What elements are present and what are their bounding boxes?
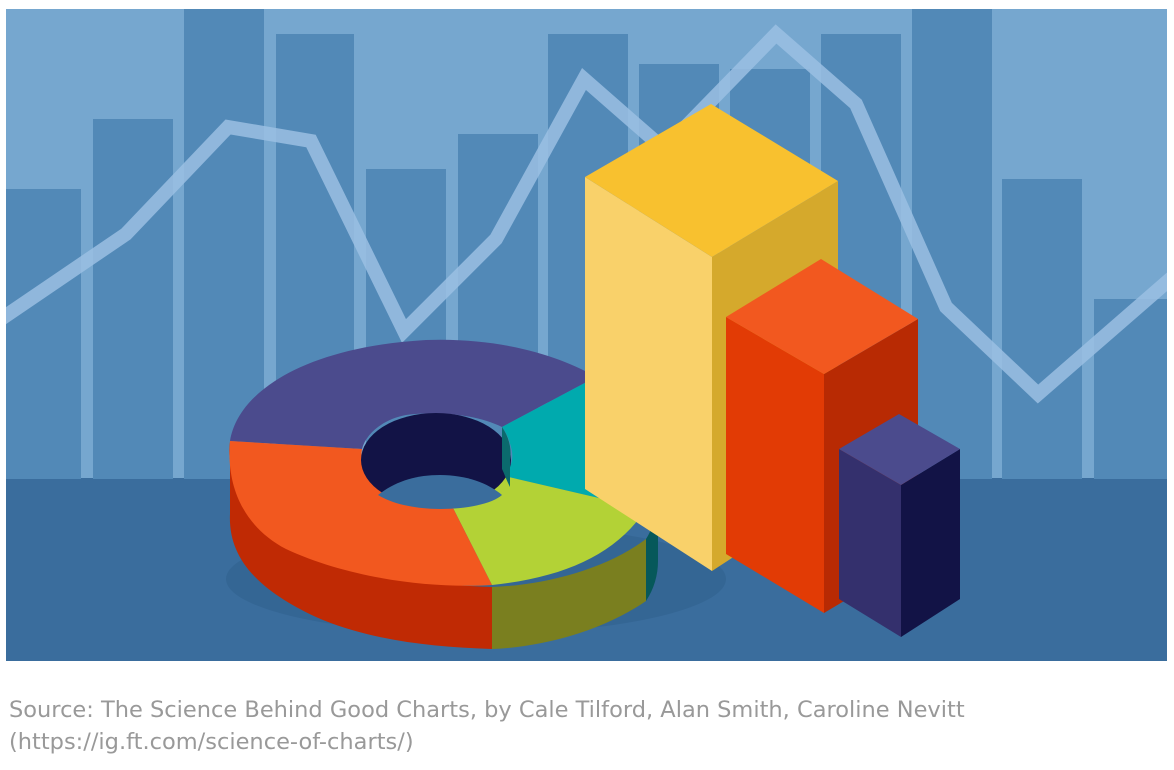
background-bar: [1094, 299, 1167, 479]
caption-source-line: Source: The Science Behind Good Charts, …: [9, 697, 965, 723]
background-bar: [6, 189, 81, 479]
background-bar: [184, 9, 264, 479]
donut-slice-orange: [229, 441, 492, 586]
donut-slice-purple: [230, 339, 596, 449]
bar-purple-front: [839, 449, 901, 637]
bar-chart-icon: [585, 104, 960, 637]
bar-purple-side: [901, 449, 960, 637]
donut-slice-green: [452, 476, 646, 585]
donut-side-orange: [229, 442, 492, 649]
donut-hole-floor: [378, 475, 502, 509]
bar-orange-top: [726, 259, 918, 374]
donut-hole-inner-teal: [502, 427, 511, 487]
background-bar: [1002, 179, 1082, 479]
caption-url-line: (https://ig.ft.com/science-of-charts/): [9, 729, 414, 755]
bar-orange-front: [726, 317, 824, 613]
bar-yellow-top: [585, 104, 838, 257]
donut-chart-icon: [229, 339, 659, 649]
bar-yellow-front: [585, 177, 712, 571]
background-bar: [93, 119, 173, 479]
background-line: [6, 24, 1167, 404]
chart-illustration: [6, 9, 1167, 661]
bar-purple-top: [839, 414, 960, 485]
image-caption: Source: The Science Behind Good Charts, …: [9, 694, 1159, 758]
donut-side-green: [492, 539, 646, 649]
